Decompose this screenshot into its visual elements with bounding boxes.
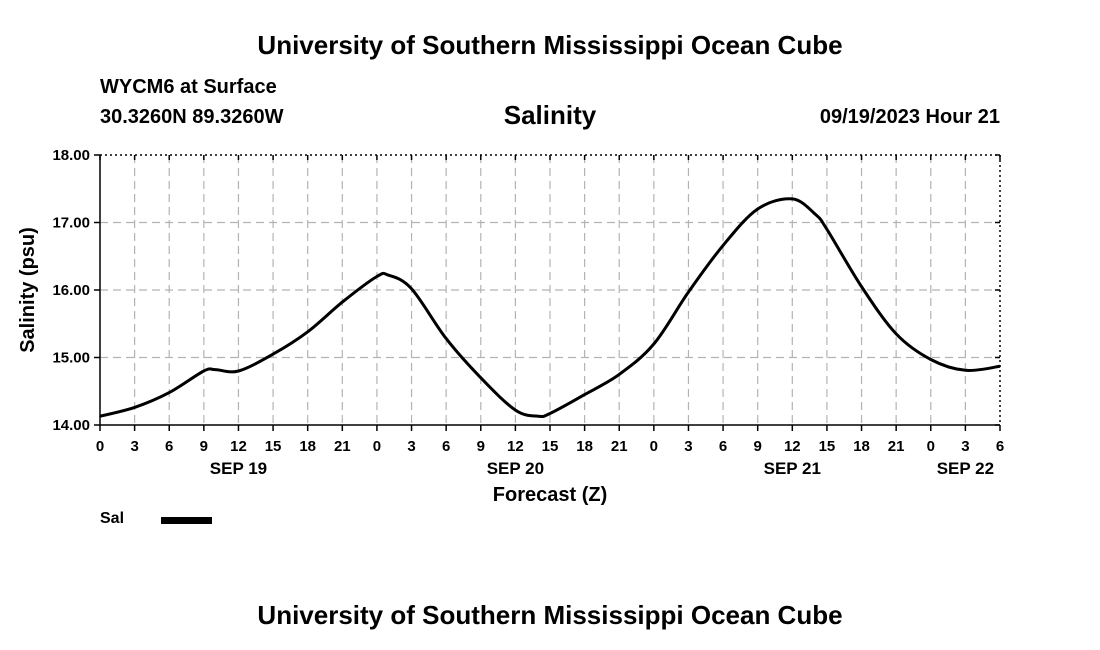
y-tick-label: 14.00	[52, 417, 90, 434]
page-title: University of Southern Mississippi Ocean…	[257, 30, 843, 60]
x-tick-label: 15	[819, 438, 836, 455]
station-label: WYCM6 at Surface	[100, 76, 277, 98]
x-tick-label: 6	[719, 438, 727, 455]
x-tick-label: 15	[265, 438, 282, 455]
x-tick-label: 12	[784, 438, 801, 455]
data-point	[133, 406, 136, 409]
data-point	[895, 333, 897, 335]
date-label: SEP 21	[764, 459, 821, 478]
data-point	[203, 370, 205, 372]
data-point	[687, 291, 690, 293]
data-point	[814, 213, 817, 216]
data-point	[168, 391, 171, 394]
y-tick-label: 15.00	[52, 350, 90, 367]
y-tick-label: 16.00	[52, 282, 90, 299]
data-point	[964, 369, 967, 372]
data-point	[341, 301, 344, 303]
x-tick-label: 0	[96, 438, 104, 455]
data-point	[999, 365, 1001, 368]
legend-label: Sal	[100, 510, 125, 527]
footer-title: University of Southern Mississippi Ocean…	[257, 600, 843, 630]
legend-swatch	[161, 517, 212, 524]
x-tick-label: 12	[230, 438, 247, 455]
forecast-datetime: 09/19/2023 Hour 21	[819, 106, 1000, 128]
x-tick-label: 0	[373, 438, 381, 455]
y-tick-label: 18.00	[52, 147, 90, 164]
x-tick-label: 6	[165, 438, 173, 455]
data-point	[653, 343, 655, 345]
data-point	[537, 415, 540, 418]
data-point	[618, 373, 621, 376]
date-label: SEP 22	[937, 459, 994, 478]
x-tick-label: 21	[334, 438, 351, 455]
data-point	[756, 208, 759, 210]
x-tick-label: 15	[542, 438, 559, 455]
x-tick-label: 9	[477, 438, 485, 455]
x-tick-label: 12	[507, 438, 524, 455]
x-tick-label: 3	[961, 438, 969, 455]
axes	[94, 154, 1001, 431]
data-point	[214, 368, 217, 371]
data-point	[860, 285, 863, 288]
x-tick-label: 18	[853, 438, 870, 455]
x-tick-label: 0	[927, 438, 935, 455]
x-tick-label: 3	[407, 438, 415, 455]
data-point	[826, 228, 828, 231]
y-tick-label: 17.00	[52, 215, 90, 232]
x-tick-label: 21	[611, 438, 628, 455]
axis-labels: 0 3 6 9 12 15 18 21 0 3 6 9 12 15 18 21 0 3 6 9 12 15 18 21 0 3 6 1…	[17, 147, 1004, 506]
data-point	[306, 331, 309, 333]
data-point	[272, 353, 274, 355]
y-axis-title: Salinity (psu)	[17, 227, 39, 353]
data-point	[549, 412, 551, 415]
date-label: SEP 19	[210, 459, 267, 478]
data-point	[376, 275, 378, 278]
data-point	[929, 358, 932, 361]
data-point	[722, 244, 724, 247]
x-tick-label: 18	[299, 438, 316, 455]
x-tick-label: 0	[650, 438, 658, 455]
data-point	[237, 370, 240, 372]
x-tick-label: 9	[754, 438, 762, 455]
x-tick-label: 3	[130, 438, 138, 455]
data-point	[583, 393, 586, 396]
data-point	[479, 376, 482, 379]
x-tick-label: 6	[996, 438, 1004, 455]
x-tick-label: 21	[888, 438, 905, 455]
data-point	[514, 409, 517, 411]
series-layer	[99, 197, 1001, 419]
coordinates-label: 30.3260N 89.3260W	[100, 106, 284, 128]
x-tick-label: 3	[684, 438, 692, 455]
data-point	[99, 415, 101, 418]
date-label: SEP 20	[487, 459, 544, 478]
x-tick-label: 18	[576, 438, 593, 455]
x-tick-label: 9	[200, 438, 208, 455]
data-point	[791, 198, 794, 200]
grid-lines	[100, 155, 1000, 425]
data-point	[387, 274, 390, 276]
data-point	[445, 337, 447, 340]
x-axis-title: Forecast (Z)	[493, 484, 607, 506]
chart-title: Salinity	[503, 100, 597, 130]
data-point	[410, 287, 413, 290]
x-tick-label: 6	[442, 438, 450, 455]
